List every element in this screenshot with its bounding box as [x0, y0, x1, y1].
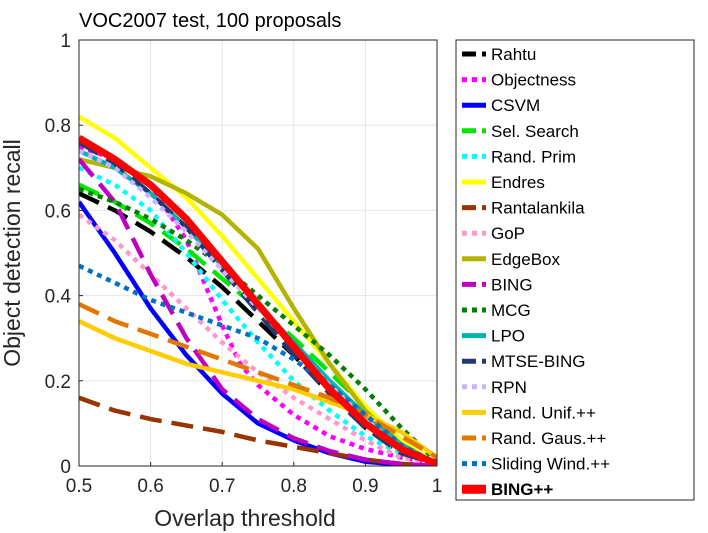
series-line-mcg	[79, 186, 437, 464]
legend-label: Endres	[491, 173, 545, 192]
legend-label: Sel. Search	[491, 122, 579, 141]
series-layer	[79, 114, 437, 466]
y-tick-label: 0.4	[45, 287, 72, 308]
x-tick-label: 0.8	[281, 476, 307, 497]
legend-label: Rand. Prim	[491, 147, 576, 166]
x-tick-label: 0.5	[66, 476, 92, 497]
x-tick-label: 0.6	[137, 476, 163, 497]
legend-label: Sliding Wind.++	[491, 455, 610, 474]
series-line-sliding-wind	[79, 263, 437, 466]
y-tick-label: 0.2	[45, 372, 71, 393]
legend-label: MTSE-BING	[491, 352, 585, 371]
legend-label: BING++	[491, 480, 553, 499]
y-tick-label: 0.8	[45, 116, 71, 137]
x-tick-label: 1	[432, 476, 443, 497]
y-tick-label: 0.6	[45, 201, 71, 222]
x-tick-label: 0.7	[209, 476, 235, 497]
series-line-sel-search	[79, 182, 437, 466]
legend-label: MCG	[491, 301, 531, 320]
legend-label: RPN	[491, 378, 527, 397]
legend-label: BING	[491, 275, 533, 294]
x-tick-label: 0.9	[352, 476, 378, 497]
legend-label: Rand. Gaus.++	[491, 429, 606, 448]
series-line-endres	[79, 114, 437, 466]
plot-frame	[78, 39, 438, 467]
legend-label: Rand. Unif.++	[491, 403, 596, 422]
y-axis-title: Object detection recall	[0, 139, 25, 367]
legend-label: GoP	[491, 224, 525, 243]
series-line-rand-gaus	[79, 302, 437, 460]
y-tick-label: 1	[60, 31, 71, 52]
x-axis-title: Overlap threshold	[154, 505, 336, 531]
legend-box	[455, 39, 695, 501]
legend-label: Rahtu	[491, 45, 536, 64]
legend: Rahtu Objectness CSVM Sel. Search Rand. Prim…	[455, 39, 695, 501]
series-line-bing	[79, 157, 437, 466]
chart-title: VOC2007 test, 100 proposals	[79, 10, 341, 32]
series-line-bing	[79, 134, 437, 466]
legend-label: Rantalankila	[491, 199, 585, 218]
legend-label: LPO	[491, 327, 525, 346]
legend-label: EdgeBox	[491, 250, 560, 269]
legend-label: Objectness	[491, 71, 576, 90]
series-line-rand-prim	[79, 165, 437, 466]
legend-label: CSVM	[491, 96, 540, 115]
series-line-rantalankila	[79, 395, 437, 466]
y-tick-label: 0	[60, 457, 71, 478]
axis-ticks: 0.5 0.6 0.7 0.8 0.9 1 0 0.2 0.4 0.6 0.8 1	[45, 31, 443, 497]
